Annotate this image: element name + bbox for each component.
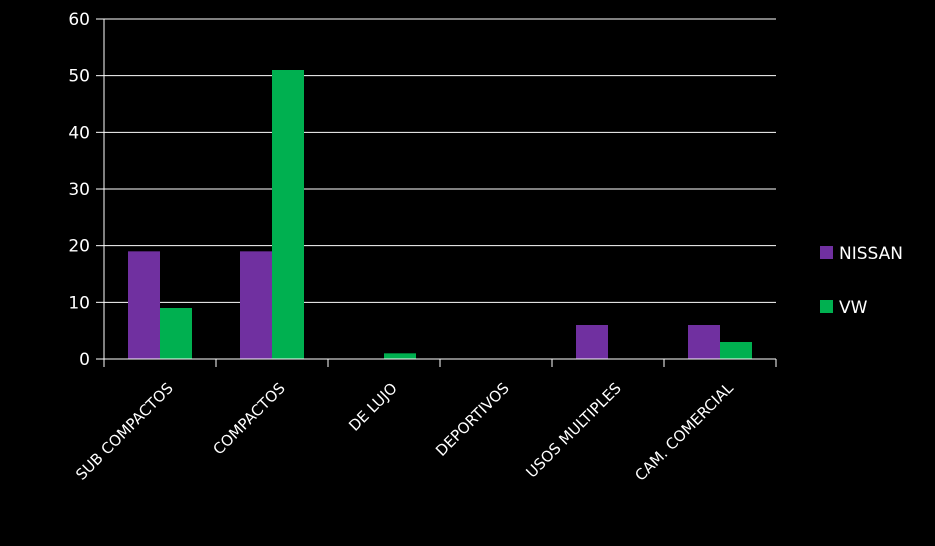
y-tick-label: 60 xyxy=(68,10,90,30)
x-tick-label: DE LUJO xyxy=(345,379,401,435)
legend-swatch-vw xyxy=(820,300,833,313)
legend-label: VW xyxy=(839,298,868,318)
y-tick-label: 40 xyxy=(68,123,90,143)
bars xyxy=(128,70,752,359)
bar-vw xyxy=(720,342,752,359)
bar-nissan xyxy=(128,251,160,359)
y-tick-label: 10 xyxy=(68,293,90,313)
y-tick-label: 50 xyxy=(68,67,90,87)
y-tick-label: 0 xyxy=(79,350,90,370)
gridlines xyxy=(104,18,776,303)
axes xyxy=(96,18,777,367)
x-tick-label: USOS MULTIPLES xyxy=(522,379,624,481)
y-tick-label: 20 xyxy=(68,237,90,257)
bar-vw xyxy=(384,353,416,359)
legend: NISSAN VW xyxy=(820,244,903,318)
bar-vw xyxy=(272,70,304,359)
x-tick-label: COMPACTOS xyxy=(209,379,288,458)
x-tick-label: DEPORTIVOS xyxy=(432,379,513,460)
x-tick-label: SUB COMPACTOS xyxy=(72,379,177,484)
bar-nissan xyxy=(240,251,272,359)
x-tick-label: CAM. COMERCIAL xyxy=(631,379,737,485)
bar-vw xyxy=(160,308,192,359)
legend-swatch-nissan xyxy=(820,246,833,259)
bar-nissan xyxy=(576,325,608,359)
y-tick-label: 30 xyxy=(68,180,90,200)
x-tick-labels: SUB COMPACTOS COMPACTOS DE LUJO DEPORTIVOS U… xyxy=(72,379,737,485)
y-tick-labels: 0 10 20 30 40 50 60 xyxy=(68,10,90,370)
bar-nissan xyxy=(688,325,720,359)
legend-label: NISSAN xyxy=(839,244,903,264)
